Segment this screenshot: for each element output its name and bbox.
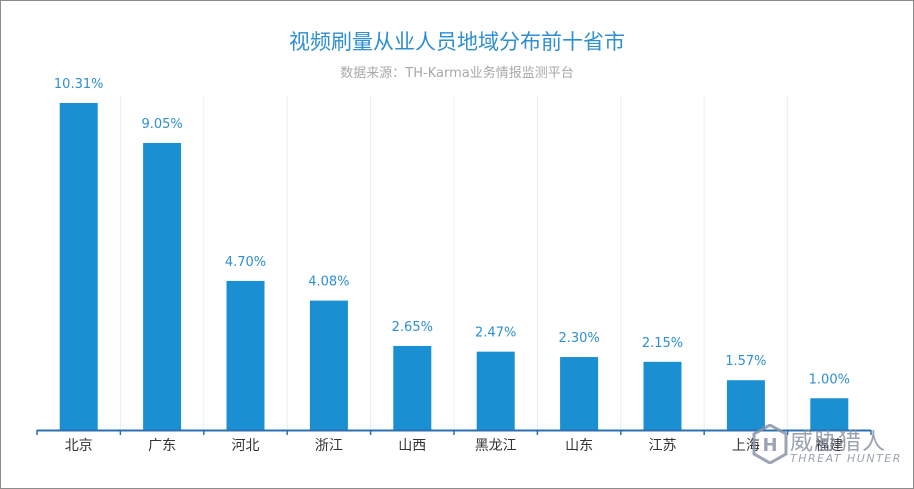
category-label-9: 福建: [815, 438, 843, 454]
value-label-3: 4.08%: [308, 275, 349, 290]
bar-8: [726, 380, 765, 430]
category-label-2: 河北: [232, 438, 260, 454]
logo-letter: H: [762, 435, 777, 456]
category-label-3: 浙江: [315, 438, 343, 454]
chart-title: 视频刷量从业人员地域分布前十省市: [289, 30, 625, 54]
category-label-4: 山西: [398, 438, 426, 454]
bar-2: [226, 280, 265, 430]
bar-3: [309, 300, 348, 430]
threat-hunter-logo-icon: H: [752, 424, 788, 464]
value-label-7: 2.15%: [642, 336, 683, 351]
value-label-1: 9.05%: [141, 117, 182, 132]
watermark-text-cn: 威胁猎人: [790, 429, 886, 455]
bar-4: [393, 345, 432, 430]
category-label-7: 江苏: [649, 438, 677, 454]
value-label-8: 1.57%: [725, 354, 766, 369]
category-label-5: 黑龙江: [475, 438, 517, 454]
value-label-9: 1.00%: [809, 372, 850, 387]
chart-subtitle: 数据来源：TH-Karma业务情报监测平台: [340, 66, 574, 81]
bar-6: [560, 357, 599, 430]
category-label-0: 北京: [65, 438, 93, 454]
bar-9: [810, 398, 849, 430]
bar-1: [143, 142, 182, 431]
category-label-1: 广东: [148, 438, 176, 454]
value-label-4: 2.65%: [392, 320, 433, 335]
value-label-6: 2.30%: [558, 331, 599, 346]
watermark-text-en: THREAT HUNTER: [790, 452, 902, 465]
bar-0: [59, 103, 98, 430]
bar-5: [476, 351, 515, 430]
value-label-2: 4.70%: [225, 255, 266, 270]
category-label-6: 山东: [565, 438, 593, 454]
threat-hunter-watermark: H 威胁猎人 THREAT HUNTER: [752, 422, 902, 472]
value-label-5: 2.47%: [475, 326, 516, 341]
value-label-0: 10.31%: [54, 77, 104, 92]
bar-7: [643, 361, 682, 430]
